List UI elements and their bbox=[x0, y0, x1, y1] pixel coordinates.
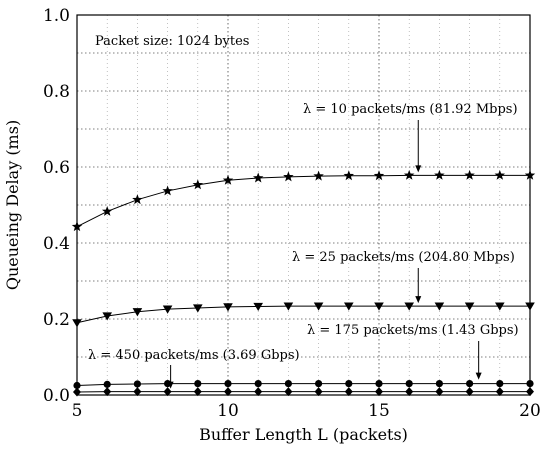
diamond-marker bbox=[103, 387, 112, 397]
x-tick-label: 5 bbox=[72, 401, 83, 421]
triangle-marker bbox=[404, 302, 414, 311]
triangle-marker bbox=[132, 308, 143, 317]
circle-marker bbox=[194, 380, 202, 388]
star-marker bbox=[283, 171, 294, 182]
annotation-lambda-25: λ = 25 packets/ms (204.80 Mbps) bbox=[292, 250, 515, 265]
annotation-packet-size: Packet size: 1024 bytes bbox=[95, 34, 249, 49]
star-marker bbox=[343, 170, 355, 181]
series-circle bbox=[73, 380, 534, 390]
x-tick-label: 15 bbox=[368, 401, 390, 421]
circle-marker bbox=[466, 380, 474, 388]
circle-marker bbox=[284, 380, 292, 388]
y-tick-label: 1.0 bbox=[43, 6, 70, 26]
star-marker bbox=[162, 185, 173, 196]
star-marker bbox=[192, 179, 204, 190]
series-line bbox=[76, 305, 530, 324]
tick-layer: 5 10 15 20 0.0 0.2 0.4 0.6 0.8 1.0 bbox=[43, 6, 541, 421]
circle-marker bbox=[405, 380, 413, 388]
annotation-lambda-450: λ = 450 packets/ms (3.69 Gbps) bbox=[88, 348, 300, 363]
series-diamond bbox=[73, 387, 534, 397]
star-marker bbox=[373, 170, 385, 181]
x-tick-label: 20 bbox=[519, 401, 541, 421]
circle-marker bbox=[315, 380, 323, 388]
diamond-marker bbox=[495, 387, 504, 397]
star-marker bbox=[101, 205, 113, 216]
series-line bbox=[76, 383, 530, 386]
x-tick-label: 10 bbox=[217, 401, 239, 421]
y-axis-title: Queueing Delay (ms) bbox=[3, 120, 22, 290]
triangle-marker bbox=[162, 305, 173, 314]
star-marker bbox=[252, 172, 264, 183]
diamond-marker bbox=[435, 387, 444, 397]
diamond-marker bbox=[344, 387, 353, 397]
annotation-lambda-175: λ = 175 packets/ms (1.43 Gbps) bbox=[307, 323, 519, 338]
diamond-marker bbox=[193, 387, 202, 397]
series-star bbox=[71, 169, 536, 232]
circle-marker bbox=[254, 380, 262, 388]
y-tick-label: 0.8 bbox=[43, 82, 70, 102]
x-axis-title: Buffer Length L (packets) bbox=[199, 425, 408, 444]
diamond-marker bbox=[133, 387, 142, 397]
circle-marker bbox=[133, 380, 141, 388]
star-marker bbox=[403, 169, 415, 180]
annotation-lambda-10: λ = 10 packets/ms (81.92 Mbps) bbox=[303, 102, 518, 117]
circle-marker bbox=[345, 380, 353, 388]
arrow-head bbox=[415, 165, 422, 173]
star-marker bbox=[313, 170, 324, 181]
circle-marker bbox=[496, 380, 504, 388]
diamond-marker bbox=[405, 387, 414, 397]
arrow-head bbox=[167, 381, 174, 389]
triangle-marker bbox=[344, 302, 354, 311]
arrow-head bbox=[415, 296, 422, 304]
circle-marker bbox=[103, 380, 111, 388]
y-tick-label: 0.4 bbox=[43, 234, 70, 254]
diamond-marker bbox=[465, 387, 474, 397]
triangle-marker bbox=[374, 302, 384, 311]
grid-lines bbox=[77, 15, 530, 395]
plot-frame bbox=[76, 14, 531, 396]
diamond-marker bbox=[224, 387, 232, 397]
star-marker bbox=[222, 174, 234, 185]
star-marker bbox=[132, 194, 143, 205]
diamond-marker bbox=[375, 387, 383, 397]
star-marker bbox=[464, 169, 475, 180]
diamond-marker bbox=[314, 387, 323, 397]
triangle-marker bbox=[434, 302, 445, 311]
arrow-head bbox=[475, 372, 482, 380]
series-line bbox=[76, 174, 530, 228]
circle-marker bbox=[435, 380, 443, 388]
star-marker bbox=[434, 169, 445, 180]
circle-marker bbox=[375, 380, 383, 388]
triangle-marker bbox=[193, 304, 203, 313]
triangle-marker bbox=[495, 302, 505, 311]
triangle-marker bbox=[102, 312, 112, 321]
y-tick-label: 0.0 bbox=[43, 386, 70, 406]
circle-marker bbox=[224, 380, 232, 388]
star-marker bbox=[494, 169, 506, 180]
triangle-marker bbox=[253, 302, 263, 312]
triangle-marker bbox=[283, 302, 294, 311]
y-tick-label: 0.6 bbox=[43, 158, 70, 178]
triangle-marker bbox=[464, 302, 475, 311]
triangle-marker bbox=[313, 302, 324, 311]
y-tick-label: 0.2 bbox=[43, 310, 70, 330]
triangle-marker bbox=[223, 303, 233, 312]
diamond-marker bbox=[254, 387, 263, 397]
diamond-marker bbox=[284, 387, 293, 397]
annotation-layer: Packet size: 1024 bytes λ = 10 packets/m… bbox=[88, 34, 519, 389]
diamond-marker bbox=[163, 387, 172, 397]
